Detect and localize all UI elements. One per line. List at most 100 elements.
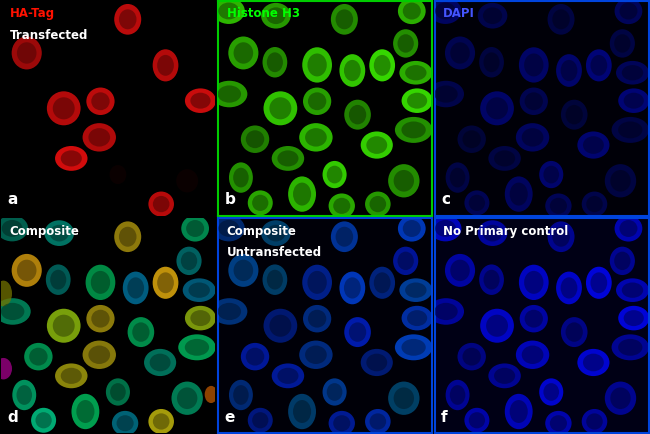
Ellipse shape: [619, 3, 638, 20]
Ellipse shape: [582, 409, 607, 434]
Ellipse shape: [123, 272, 149, 304]
Ellipse shape: [153, 196, 170, 212]
Ellipse shape: [110, 383, 125, 401]
Ellipse shape: [349, 105, 366, 125]
Ellipse shape: [614, 0, 642, 24]
Ellipse shape: [462, 348, 481, 365]
Ellipse shape: [445, 36, 475, 69]
Ellipse shape: [484, 270, 500, 289]
Ellipse shape: [524, 271, 543, 294]
Ellipse shape: [60, 368, 82, 384]
Ellipse shape: [395, 117, 432, 143]
Ellipse shape: [556, 54, 582, 87]
Ellipse shape: [272, 146, 304, 171]
Ellipse shape: [176, 247, 202, 275]
Ellipse shape: [308, 92, 326, 110]
Ellipse shape: [522, 128, 543, 147]
Ellipse shape: [446, 162, 469, 193]
Ellipse shape: [494, 368, 515, 384]
Ellipse shape: [299, 341, 333, 369]
Ellipse shape: [46, 264, 71, 295]
Ellipse shape: [516, 341, 549, 369]
Ellipse shape: [2, 220, 23, 237]
Ellipse shape: [543, 383, 559, 401]
Ellipse shape: [446, 380, 469, 410]
Ellipse shape: [370, 196, 386, 212]
Ellipse shape: [267, 53, 283, 72]
Ellipse shape: [577, 132, 610, 159]
Ellipse shape: [127, 277, 144, 299]
Ellipse shape: [402, 89, 433, 113]
Ellipse shape: [370, 413, 386, 430]
Ellipse shape: [434, 303, 458, 320]
Ellipse shape: [266, 225, 285, 241]
Ellipse shape: [106, 378, 130, 406]
Ellipse shape: [218, 3, 239, 20]
Text: e: e: [224, 410, 235, 424]
Ellipse shape: [402, 339, 426, 356]
Ellipse shape: [394, 170, 414, 192]
Ellipse shape: [0, 215, 28, 241]
Ellipse shape: [55, 363, 88, 388]
Ellipse shape: [458, 343, 486, 370]
Ellipse shape: [86, 88, 114, 115]
Ellipse shape: [522, 345, 543, 364]
Ellipse shape: [213, 215, 245, 241]
Ellipse shape: [0, 358, 12, 379]
Ellipse shape: [53, 97, 75, 119]
Ellipse shape: [618, 339, 642, 356]
Ellipse shape: [241, 343, 269, 370]
Ellipse shape: [374, 55, 391, 76]
Ellipse shape: [566, 105, 583, 125]
Ellipse shape: [261, 3, 291, 29]
Ellipse shape: [302, 47, 332, 82]
Ellipse shape: [211, 81, 248, 107]
Ellipse shape: [519, 88, 548, 115]
Ellipse shape: [393, 247, 418, 275]
Ellipse shape: [361, 132, 393, 159]
Ellipse shape: [233, 168, 249, 187]
Ellipse shape: [299, 123, 333, 151]
Ellipse shape: [586, 267, 612, 299]
Ellipse shape: [547, 4, 575, 35]
Ellipse shape: [586, 49, 612, 82]
Ellipse shape: [228, 254, 259, 287]
Ellipse shape: [246, 130, 265, 148]
Ellipse shape: [550, 198, 567, 214]
Ellipse shape: [483, 7, 502, 24]
Ellipse shape: [349, 322, 366, 342]
Ellipse shape: [263, 91, 297, 125]
Ellipse shape: [614, 252, 630, 270]
Text: b: b: [224, 192, 235, 207]
Ellipse shape: [435, 220, 456, 237]
Ellipse shape: [547, 221, 575, 252]
Ellipse shape: [272, 363, 304, 388]
Ellipse shape: [50, 270, 66, 289]
Ellipse shape: [616, 278, 649, 302]
Ellipse shape: [91, 310, 110, 328]
Ellipse shape: [178, 334, 216, 360]
Ellipse shape: [405, 65, 426, 80]
Ellipse shape: [17, 260, 36, 281]
Ellipse shape: [369, 49, 395, 82]
Ellipse shape: [407, 310, 427, 326]
Ellipse shape: [329, 411, 355, 434]
Ellipse shape: [560, 60, 577, 81]
Ellipse shape: [430, 0, 462, 24]
Ellipse shape: [181, 252, 197, 270]
Ellipse shape: [47, 309, 81, 343]
Ellipse shape: [305, 345, 327, 364]
Ellipse shape: [395, 334, 432, 360]
Ellipse shape: [333, 198, 350, 214]
Ellipse shape: [583, 136, 604, 154]
Ellipse shape: [393, 29, 418, 58]
Ellipse shape: [263, 47, 287, 78]
Ellipse shape: [550, 415, 567, 431]
Ellipse shape: [488, 363, 521, 388]
Ellipse shape: [233, 42, 253, 64]
Ellipse shape: [590, 55, 607, 76]
Ellipse shape: [552, 227, 570, 247]
Ellipse shape: [47, 91, 81, 125]
Ellipse shape: [430, 215, 462, 241]
Text: HA-Tag: HA-Tag: [10, 7, 55, 20]
